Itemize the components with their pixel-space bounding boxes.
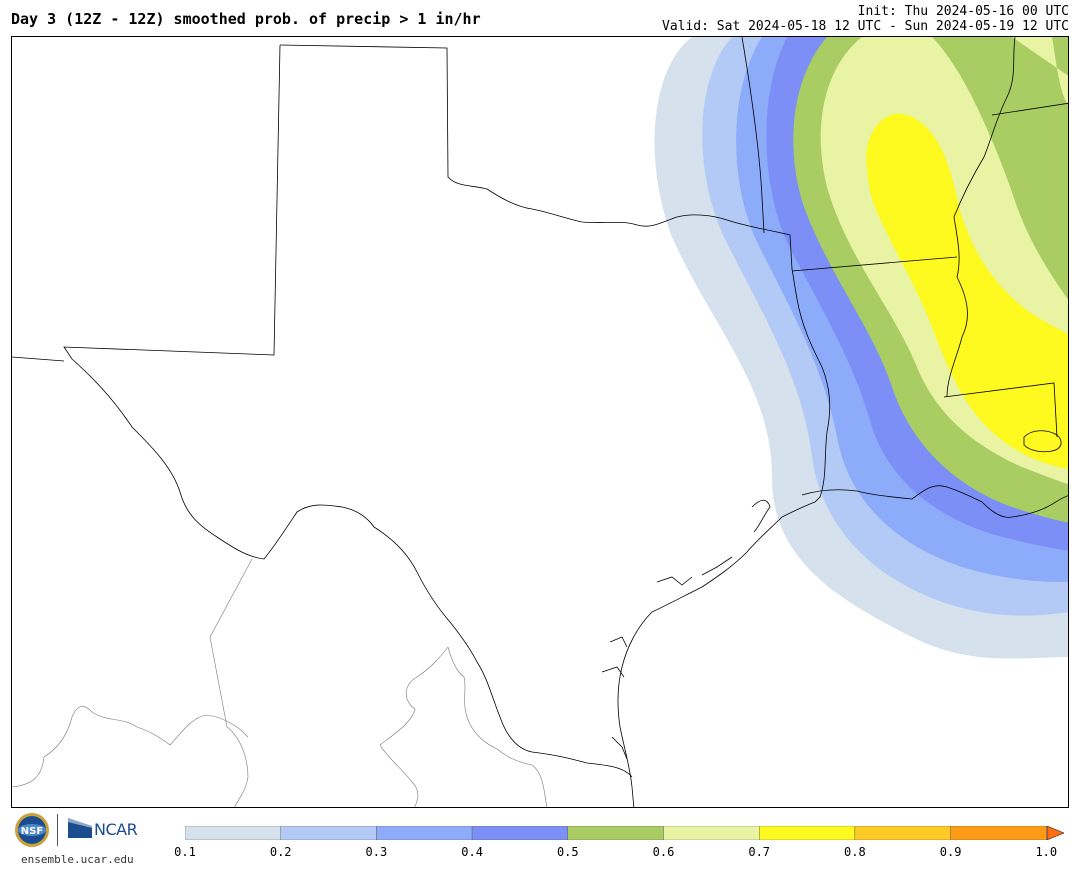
- ar-la-border: [791, 256, 958, 272]
- ncar-logo-text: NCAR: [94, 820, 138, 839]
- probability-map[interactable]: [11, 36, 1069, 808]
- map-canvas: [12, 37, 1068, 807]
- site-url[interactable]: ensemble.ucar.edu: [21, 853, 134, 866]
- texas-outline: [279, 44, 831, 807]
- logo-divider: [57, 814, 58, 846]
- colorbar-ticks: 0.1 0.2 0.3 0.4 0.5 0.6 0.7 0.8 0.9 1.0: [0, 845, 1080, 861]
- colorbar-segment: [376, 826, 473, 840]
- tx-bays: [601, 499, 771, 760]
- colorbar-tick-label: 0.2: [269, 845, 292, 859]
- ok-ar-border: [741, 37, 765, 234]
- colorbar-tick-label: 0.8: [844, 845, 866, 859]
- colorbar-tick-label: 0.7: [748, 845, 771, 859]
- plot-title: Day 3 (12Z - 12Z) smoothed prob. of prec…: [11, 10, 481, 28]
- colorbar-segment: [567, 826, 664, 840]
- colorbar-tick-label: 1.0: [1035, 845, 1058, 859]
- colorbar-tick-label: 0.3: [365, 845, 388, 859]
- colorbar-tick-label: 0.9: [939, 845, 962, 859]
- colorbar-segment: [950, 826, 1047, 840]
- ms-ar-border: [991, 102, 1068, 116]
- ncar-mark-icon: [68, 818, 92, 838]
- run-info: Init: Thu 2024-05-16 00 UTC Valid: Sat 2…: [662, 4, 1069, 34]
- mx-border-coahuila-nl: [379, 646, 449, 807]
- mx-border-chihuahua-coahuila: [209, 558, 253, 807]
- la-coast: [801, 485, 1068, 518]
- colorbar-segment: [185, 826, 281, 840]
- la-ms-border: [943, 382, 1058, 438]
- colorbar: [185, 826, 1065, 840]
- ms-river: [946, 37, 1016, 398]
- nsf-logo: NSF: [15, 813, 49, 847]
- texas-west-border: [63, 44, 633, 778]
- nsf-logo-text: NSF: [21, 826, 43, 837]
- colorbar-tick-label: 0.4: [461, 845, 483, 859]
- colorbar-tick-label: 0.1: [174, 845, 196, 859]
- colorbar-segment: [854, 826, 951, 840]
- contour-0.7: [866, 113, 1068, 469]
- colorbar-tick-label: 0.6: [652, 845, 675, 859]
- contour-0.6-east: [1012, 37, 1068, 105]
- colorbar-tick-label: 0.5: [556, 845, 579, 859]
- colorbar-segments: [185, 826, 1047, 840]
- valid-time: Valid: Sat 2024-05-18 12 UTC - Sun 2024-…: [662, 19, 1069, 34]
- contour-fills: [654, 37, 1068, 659]
- footer-logos: NSF NCAR ensemble.ucar.edu: [14, 812, 144, 868]
- colorbar-segment: [471, 826, 569, 840]
- init-time: Init: Thu 2024-05-16 00 UTC: [857, 4, 1069, 19]
- colorbar-segment: [280, 826, 377, 840]
- colorbar-extend-arrow: [1046, 826, 1065, 840]
- mexico-boundaries: [12, 558, 548, 807]
- nm-west: [12, 356, 65, 362]
- boundaries: [12, 37, 1068, 807]
- mx-border-sonora: [12, 706, 249, 788]
- colorbar-segment: [663, 826, 760, 840]
- lake-pontchartrain: [1023, 430, 1062, 453]
- colorbar-segment: [759, 826, 856, 840]
- mx-border-nuevo-leon: [447, 646, 548, 807]
